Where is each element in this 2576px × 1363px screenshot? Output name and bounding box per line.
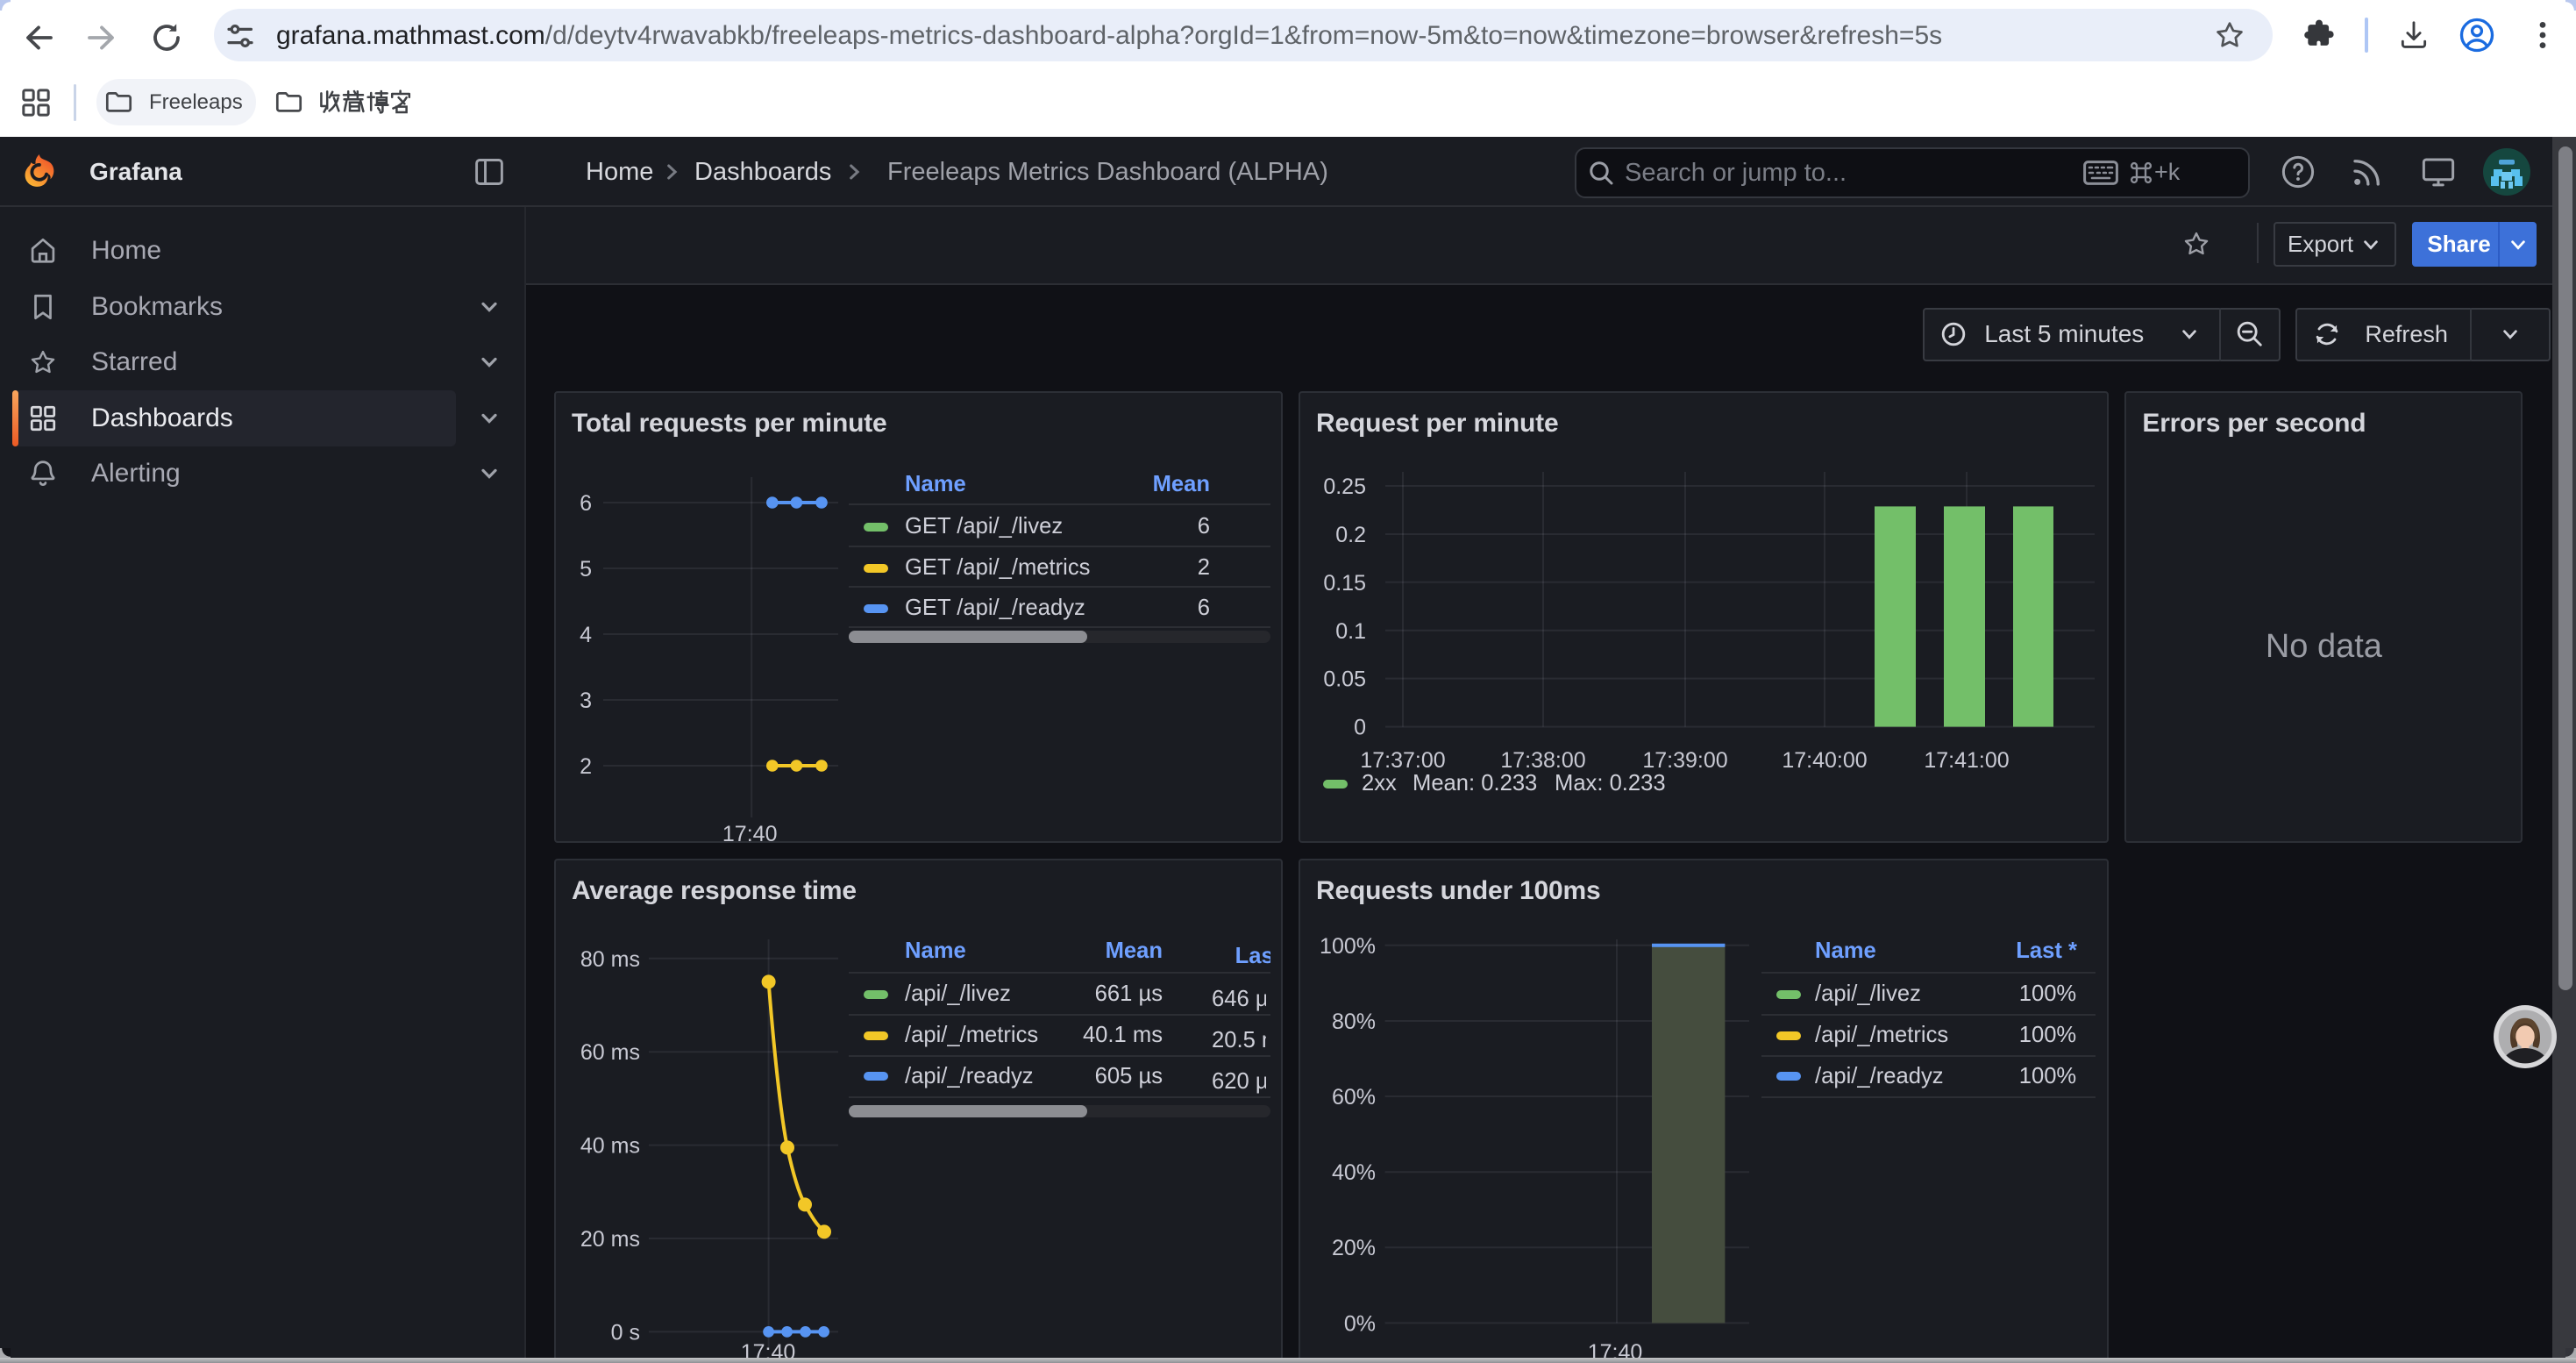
svg-text:17:40: 17:40	[722, 822, 778, 842]
svg-text:17:39:00: 17:39:00	[1642, 748, 1727, 773]
svg-text:2: 2	[580, 754, 592, 779]
svg-text:3: 3	[580, 689, 592, 713]
svg-text:40 ms: 40 ms	[580, 1133, 640, 1158]
svg-text:20 ms: 20 ms	[580, 1227, 640, 1252]
svg-text:0.05: 0.05	[1323, 667, 1366, 692]
svg-text:60 ms: 60 ms	[580, 1040, 640, 1065]
svg-text:17:40:00: 17:40:00	[1782, 748, 1867, 773]
svg-text:80%: 80%	[1332, 1010, 1376, 1034]
svg-text:40%: 40%	[1332, 1160, 1376, 1185]
svg-text:0: 0	[1354, 716, 1366, 740]
svg-text:6: 6	[580, 491, 592, 516]
svg-text:17:37:00: 17:37:00	[1360, 748, 1445, 773]
svg-text:4: 4	[580, 623, 592, 647]
svg-text:0 s: 0 s	[611, 1320, 640, 1345]
svg-text:17:41:00: 17:41:00	[1924, 748, 2009, 773]
svg-text:20%: 20%	[1332, 1236, 1376, 1260]
svg-text:5: 5	[580, 557, 592, 582]
svg-text:17:38:00: 17:38:00	[1500, 748, 1585, 773]
svg-text:0.15: 0.15	[1323, 571, 1366, 596]
svg-text:0.25: 0.25	[1323, 475, 1366, 499]
svg-text:60%: 60%	[1332, 1085, 1376, 1110]
svg-text:80 ms: 80 ms	[580, 946, 640, 971]
svg-text:0.1: 0.1	[1335, 619, 1366, 644]
svg-text:0.2: 0.2	[1335, 523, 1366, 547]
svg-text:100%: 100%	[1320, 933, 1376, 958]
svg-text:0%: 0%	[1344, 1311, 1376, 1336]
